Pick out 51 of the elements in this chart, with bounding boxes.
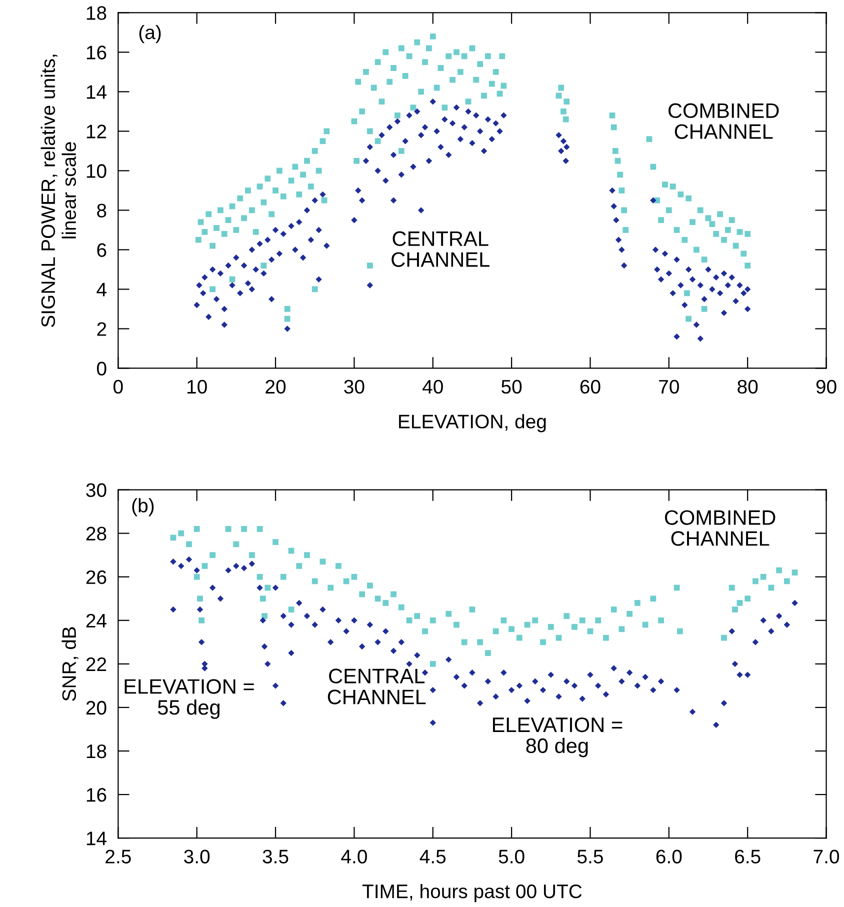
y-tick-label: 4 (96, 282, 106, 296)
y-tick-label: 24 (86, 614, 106, 628)
y-tick-label: 28 (86, 526, 106, 541)
annotation: (a) (139, 24, 161, 44)
y-tick-label: 16 (86, 788, 106, 802)
annotation: CENTRAL CHANNEL (328, 668, 426, 704)
y-tick-label: 18 (86, 744, 106, 758)
annotation: ELEVATION = 80 deg (492, 717, 622, 758)
x-tick-label: 20 (266, 380, 286, 394)
y-tick-label: 12 (86, 124, 106, 138)
x-tick-label: 3.5 (262, 850, 288, 864)
annotation: CENTRAL CHANNEL (392, 231, 490, 267)
x-tick-label: 30 (344, 380, 364, 394)
x-tick-label: 4.5 (420, 850, 446, 864)
y-tick-label: 14 (86, 832, 106, 846)
x-tick-label: 50 (502, 380, 522, 394)
y-tick-label: 30 (86, 483, 106, 498)
y-tick-label: 8 (97, 204, 106, 218)
x-tick-label: 60 (580, 380, 600, 394)
y-tick-label: 2 (97, 322, 106, 336)
y-tick-label: 16 (86, 46, 106, 60)
x-tick-label: 5.5 (578, 850, 603, 864)
y-tick-label: 14 (86, 85, 106, 99)
y-tick-label: 0 (96, 362, 106, 376)
y-axis-title: SNR, dB (62, 627, 78, 701)
x-tick-label: 40 (422, 380, 443, 394)
x-tick-label: 6.0 (656, 850, 682, 864)
y-tick-label: 22 (86, 657, 106, 671)
x-axis-title: TIME, hours past 00 UTC (362, 884, 582, 902)
x-tick-label: 2.5 (106, 850, 131, 864)
x-tick-label: 0 (114, 380, 123, 394)
annotation: (b) (132, 498, 154, 516)
y-tick-label: 20 (86, 700, 106, 715)
x-axis-title: ELEVATION, deg (399, 414, 546, 432)
x-tick-label: 6.5 (735, 850, 760, 864)
y-tick-label: 18 (86, 6, 106, 20)
x-tick-label: 70 (659, 380, 679, 394)
annotation: COMBINED CHANNEL (664, 510, 776, 546)
x-tick-label: 10 (188, 380, 207, 394)
x-tick-label: 4.0 (341, 850, 367, 864)
y-tick-label: 10 (86, 164, 106, 178)
y-axis-title: SIGNAL POWER, relative units, linear scale (40, 54, 76, 327)
annotation: COMBINED CHANNEL (668, 103, 779, 139)
y-tick-label: 6 (97, 243, 106, 257)
x-tick-label: 5.0 (498, 850, 524, 864)
x-tick-label: 3.0 (184, 850, 210, 864)
x-tick-label: 80 (738, 380, 758, 394)
x-tick-label: 90 (816, 380, 836, 394)
y-tick-label: 26 (86, 570, 106, 584)
x-tick-label: 7.0 (814, 850, 840, 864)
annotation: ELEVATION = 55 deg (124, 679, 254, 719)
